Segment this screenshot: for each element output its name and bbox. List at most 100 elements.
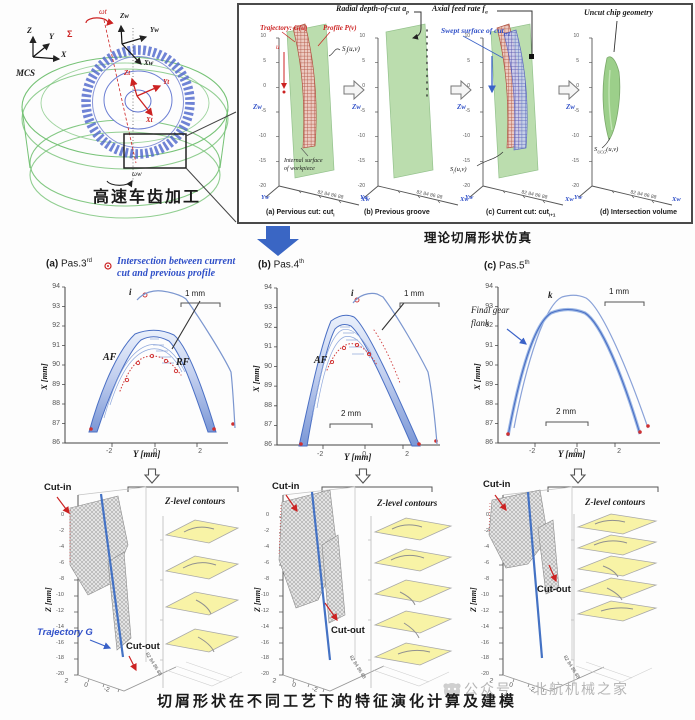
chip-mesh-tail	[107, 551, 132, 651]
scalebar-2mm-label: 2 mm	[556, 407, 576, 416]
af-flank-label: AF	[103, 352, 117, 363]
yw-axis-label: Yw	[261, 194, 270, 201]
internal-surface-label-1: Internal surface	[284, 158, 323, 164]
z-level-planes	[373, 517, 453, 666]
watermark-text: 北航机械之家	[533, 681, 629, 697]
axial-feed-connector	[497, 10, 533, 54]
u-parameter-label: u	[276, 43, 280, 51]
z-axis-ticks: 10 5 0 -5 -10 -15 -20	[571, 33, 579, 189]
tool-rotation-arrow	[85, 17, 114, 26]
watermark-badge-text: 公众号	[464, 681, 512, 697]
down-arrow-icon	[354, 468, 372, 484]
z-axis-ticks: 10 5 0 -5 -10 -15 -20	[258, 33, 266, 189]
cut-flank-band	[298, 314, 421, 447]
scalebar-2mm-label: 2 mm	[341, 409, 361, 418]
uncut-chip-geometry	[602, 56, 621, 141]
chip-plot-1	[56, 468, 243, 693]
x-axis-ticks: -2 0 2	[529, 448, 621, 455]
trajectory-line	[310, 491, 332, 661]
cut-in-label: Cut-in	[44, 482, 72, 493]
internal-surface-label-2: of workpiece	[284, 166, 315, 172]
axial-feed-label: Axial feed rate fa	[432, 4, 488, 16]
final-flank-core	[507, 308, 641, 437]
chip-plot-3	[488, 468, 659, 693]
subcaption-d: (d) Intersection volume	[600, 209, 678, 216]
subcaption-c: (c) Current cut: cuti+1	[486, 209, 556, 218]
chip-plot-2	[278, 468, 453, 693]
panel-subplot-axes	[265, 37, 673, 206]
scalebar-1mm-label: 1 mm	[404, 289, 424, 298]
gear-figure-caption: 高速车齿加工	[93, 189, 202, 206]
xw-axis-label: Xw	[361, 196, 370, 203]
uncut-chip-connector	[613, 20, 618, 53]
down-arrow-icon	[143, 468, 161, 484]
yw-axis-label: Yw	[574, 194, 583, 201]
scalebar-1mm	[399, 302, 440, 307]
group-bracket	[127, 486, 239, 492]
trajectory-line	[99, 493, 125, 658]
subcaption-b: (b) Previous groove	[364, 209, 430, 216]
simulation-panel-graphics	[265, 10, 673, 206]
profile-plot-c	[495, 286, 660, 447]
z-level-planes	[576, 513, 658, 622]
final-flank-label-1: Final gear	[471, 305, 510, 315]
xw-axis-label: Xw	[460, 196, 469, 203]
workpiece-speed-label: ωw	[132, 170, 142, 178]
workpiece-rotation-arrow	[106, 180, 133, 188]
cut-out-arrow	[128, 655, 137, 672]
plot-b-title: (b) Pas.4th	[258, 259, 305, 271]
z-axis-ticks: 10 5 0 -5 -10 -15 -20	[462, 33, 470, 189]
cut-out-label: Cut-out	[331, 625, 365, 636]
z-level-contours-title: Z-level contours	[585, 497, 646, 507]
zw-axis-label: Zw	[566, 103, 575, 111]
flow-down-arrow	[257, 226, 299, 256]
scalebar-1mm-label: 1 mm	[185, 289, 205, 298]
trajectory-g-label: Trajectory G	[37, 627, 93, 638]
intersection-markers	[124, 292, 179, 383]
current-cut-swept-mesh	[503, 29, 528, 151]
flank-pointer-arrow	[506, 328, 527, 345]
shaft-angle-label: Σ	[67, 29, 73, 39]
scalebar-2mm	[545, 421, 589, 426]
plot-a-title: (a) Pas.3rd	[46, 258, 92, 270]
mcs-y-label: Y	[49, 32, 54, 41]
final-flank-label-2: flank	[471, 318, 489, 328]
tool-speed-label: ωt	[99, 7, 107, 16]
si-surface-label: Si(u,v)	[450, 166, 467, 175]
previous-pass-curve	[352, 292, 438, 445]
legend-line-2: cut and previous profile	[117, 268, 216, 279]
cut-out-arrow	[548, 564, 557, 583]
z-level-contours-title: Z-level contours	[165, 496, 226, 506]
radial-depth-connector	[412, 11, 422, 40]
figure-caption: 切屑形状在不同工艺下的特征演化计算及建模	[157, 693, 518, 710]
x-axis-ticks: -2 0 2	[106, 448, 202, 455]
sucg-surface-label: SUCG(u,v)	[594, 146, 619, 155]
cut-out-label: Cut-out	[537, 584, 571, 595]
cut-out-label: Cut-out	[126, 641, 160, 652]
scalebar-1mm	[604, 301, 645, 306]
z-level-planes	[164, 519, 240, 653]
zw-axis-label: Zw	[253, 103, 262, 111]
trajectory-label: Trajectory: G(u)	[260, 24, 308, 32]
rf-flank-label: RF	[176, 357, 190, 368]
af-flank-label: AF	[314, 355, 328, 366]
y-axis-ticks: 94 93 92 91 90 89 88 87 86	[264, 284, 272, 448]
cut-in-label: Cut-in	[483, 479, 511, 490]
group-bracket	[321, 486, 433, 492]
mcs-label: MCS	[16, 68, 36, 78]
previous-cut-mesh	[292, 23, 317, 149]
sj-surface-label: Sj(u,v)	[342, 45, 360, 55]
pass-i-label: i	[129, 287, 132, 297]
internal-surfaces	[286, 23, 539, 179]
subcaption-a: (a) Pervious cut: cuti	[266, 209, 335, 218]
contour-curves	[182, 526, 217, 653]
scalebar-2mm	[329, 423, 373, 428]
plot-c-title: (c) Pas.5th	[484, 260, 530, 272]
mcs-x-label: X	[61, 50, 67, 59]
yw-axis-label: Yw	[465, 194, 474, 201]
z-axis-ticks: 0 -2 -4 -6 -8 -10 -12 -14 -16 -18 -20	[481, 512, 489, 678]
workpiece-z-label: Zw	[120, 12, 129, 20]
swept-surface-label: Swept surface of cuti+1	[441, 26, 511, 38]
